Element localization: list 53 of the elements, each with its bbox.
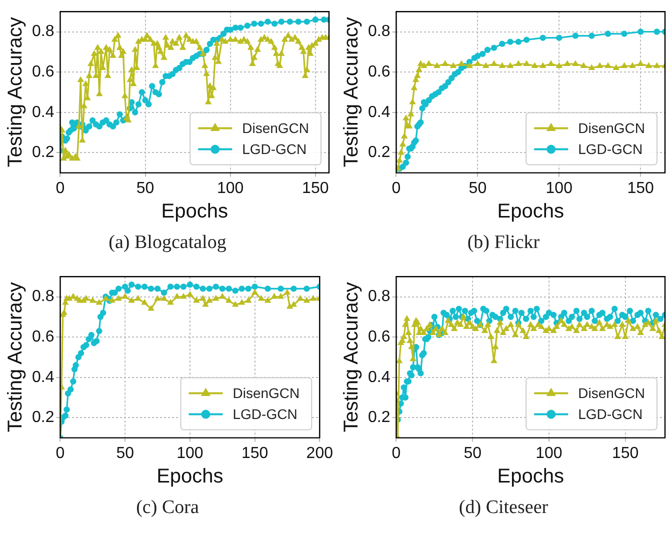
legend-label: LGD-GCN	[232, 406, 298, 422]
x-tick-label: 0	[392, 444, 401, 462]
x-tick-label: 100	[536, 444, 562, 462]
text: (d) Citeseer	[458, 497, 550, 519]
legend-label: DisenGCN	[232, 385, 300, 402]
y-tick-label: 0.4	[368, 104, 390, 121]
y-tick-label: 0.4	[32, 104, 54, 121]
y-tick-label: 0.2	[32, 144, 54, 162]
x-tick-label: 100	[176, 444, 204, 462]
legend-label: DisenGCN	[578, 120, 646, 136]
x-tick-label: 0	[56, 444, 65, 462]
y-tick-label: 0.6	[368, 328, 390, 346]
y-tick-label: 0.8	[32, 288, 54, 306]
y-tick-label: 0.8	[368, 23, 390, 40]
x-tick-label: 150	[612, 444, 639, 462]
y-axis-title: Testing Accuracy	[4, 17, 27, 168]
y-tick-label: 0.8	[368, 288, 390, 306]
y-tick-label: 0.2	[32, 409, 54, 426]
text: (a) Blogcatalog	[108, 232, 228, 254]
x-tick-label: 50	[116, 444, 134, 462]
x-tick-label: 50	[136, 180, 154, 197]
x-tick-label: 50	[464, 444, 482, 462]
y-tick-label: 0.4	[368, 368, 390, 386]
x-tick-label: 50	[468, 180, 487, 197]
y-axis-title: Testing Accuracy	[340, 282, 363, 432]
text: (c) Cora	[135, 497, 200, 519]
x-tick-label: 100	[546, 180, 573, 197]
legend-label: DisenGCN	[242, 120, 310, 136]
legend-label: LGD-GCN	[578, 406, 643, 422]
y-tick-label: 0.6	[32, 63, 54, 80]
x-tick-label: 150	[241, 444, 268, 462]
y-axis-title: Testing Accuracy	[4, 282, 27, 432]
x-tick-label: 150	[302, 180, 329, 197]
y-axis-title: Testing Accuracy	[340, 17, 363, 168]
x-tick-label: 0	[392, 180, 401, 197]
x-tick-label: 200	[306, 444, 334, 462]
y-tick-label: 0.2	[368, 409, 390, 426]
legend-label: DisenGCN	[578, 385, 646, 402]
y-tick-label: 0.8	[32, 23, 54, 40]
legend-label: LGD-GCN	[242, 141, 307, 158]
y-tick-label: 0.6	[32, 328, 54, 346]
y-tick-label: 0.4	[32, 368, 54, 386]
x-axis-title: Epochs	[156, 466, 224, 488]
legend-label: LGD-GCN	[578, 141, 643, 158]
y-tick-label: 0.2	[368, 144, 390, 162]
x-tick-label: 0	[56, 180, 65, 197]
x-tick-label: 100	[216, 180, 244, 197]
x-tick-label: 150	[627, 180, 654, 197]
text: (b) Flickr	[466, 232, 541, 254]
y-tick-label: 0.6	[368, 63, 390, 80]
x-axis-title: Epochs	[497, 200, 564, 223]
x-axis-title: Epochs	[497, 466, 564, 488]
x-axis-title: Epochs	[161, 200, 228, 223]
